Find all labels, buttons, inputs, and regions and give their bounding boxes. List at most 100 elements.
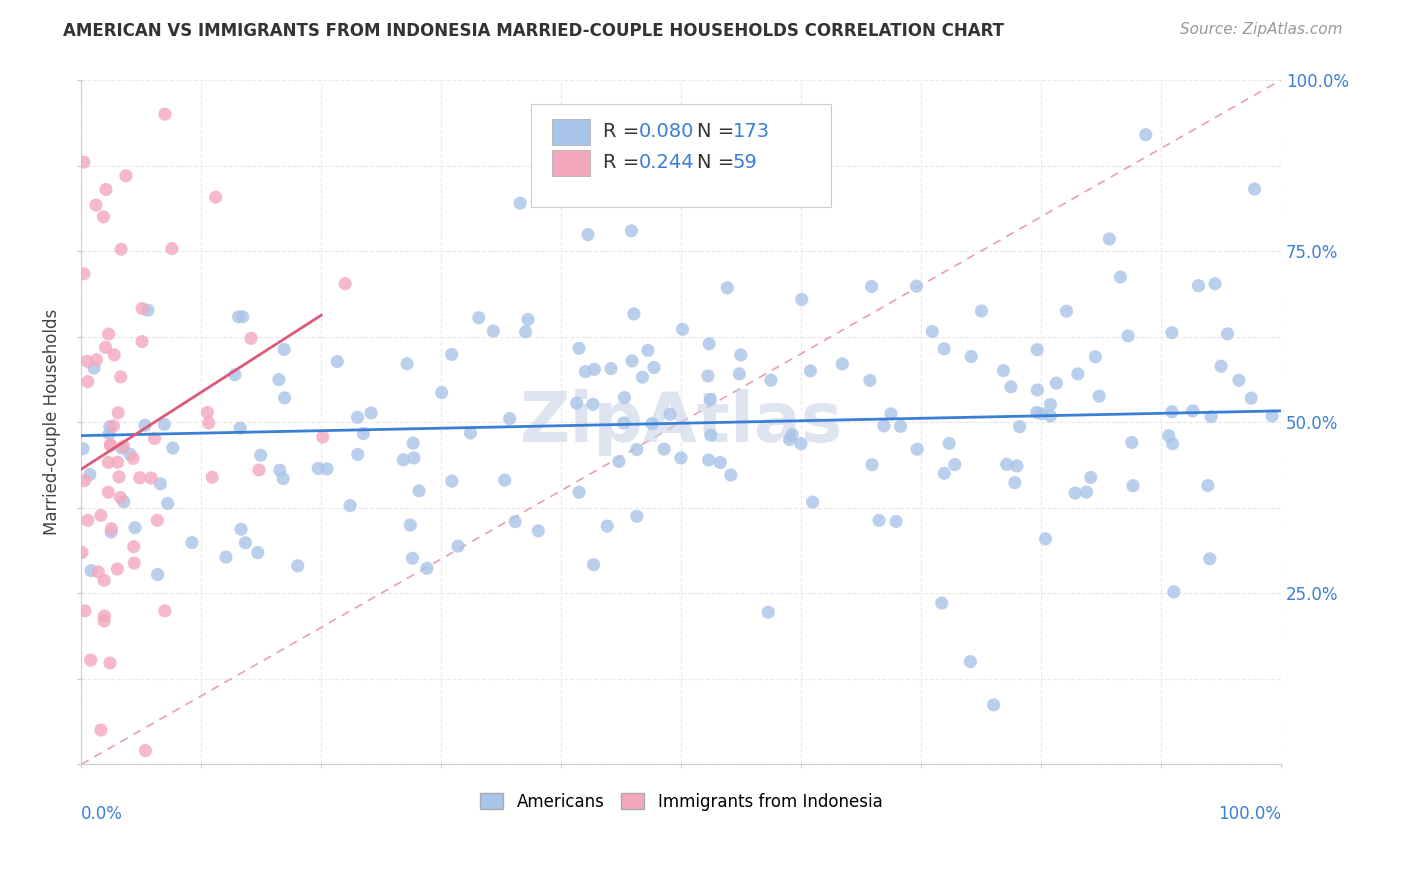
Point bbox=[229, 522, 252, 536]
Point bbox=[1039, 409, 1062, 423]
Point bbox=[643, 360, 665, 375]
Point bbox=[100, 438, 122, 452]
Point bbox=[229, 421, 252, 435]
Point bbox=[623, 307, 645, 321]
Point bbox=[72, 442, 94, 456]
Point bbox=[596, 519, 619, 533]
Point bbox=[1116, 329, 1139, 343]
Point bbox=[659, 407, 682, 421]
Point bbox=[983, 698, 1005, 712]
Point bbox=[112, 440, 135, 454]
Point bbox=[139, 471, 162, 485]
Point bbox=[884, 515, 907, 529]
Point bbox=[160, 242, 183, 256]
Point bbox=[201, 470, 224, 484]
Point bbox=[136, 303, 159, 318]
Point bbox=[621, 354, 644, 368]
Point bbox=[716, 281, 738, 295]
Point bbox=[87, 565, 110, 579]
Point bbox=[271, 472, 294, 486]
Point bbox=[582, 558, 605, 572]
Point bbox=[73, 474, 96, 488]
Point bbox=[1098, 232, 1121, 246]
Point bbox=[728, 367, 751, 381]
Point bbox=[76, 513, 98, 527]
Point bbox=[94, 340, 117, 354]
Point bbox=[1161, 405, 1184, 419]
Point bbox=[1261, 409, 1284, 423]
Point bbox=[110, 242, 132, 256]
Point bbox=[1135, 128, 1157, 142]
Point bbox=[1080, 470, 1102, 484]
Point bbox=[273, 391, 295, 405]
Point bbox=[153, 417, 176, 432]
Point bbox=[197, 405, 219, 419]
Point bbox=[273, 343, 295, 357]
Point bbox=[76, 354, 98, 368]
Point bbox=[890, 419, 912, 434]
Point bbox=[1084, 350, 1107, 364]
Point bbox=[73, 267, 96, 281]
Point bbox=[122, 451, 145, 466]
Point bbox=[568, 485, 591, 500]
Point bbox=[396, 357, 419, 371]
Text: N =: N = bbox=[697, 122, 740, 141]
Point bbox=[108, 470, 131, 484]
Point bbox=[1181, 404, 1204, 418]
Point bbox=[93, 574, 115, 588]
Point bbox=[440, 347, 463, 361]
Point bbox=[447, 539, 470, 553]
Point bbox=[1031, 407, 1053, 421]
Point bbox=[631, 370, 654, 384]
Point bbox=[70, 545, 93, 559]
Point bbox=[756, 605, 779, 619]
Point bbox=[204, 190, 226, 204]
Y-axis label: Married-couple Households: Married-couple Households bbox=[44, 309, 60, 535]
Text: ZipAtlas: ZipAtlas bbox=[519, 389, 842, 456]
Point bbox=[780, 427, 803, 442]
Point bbox=[100, 524, 122, 539]
Point bbox=[1198, 552, 1220, 566]
Point bbox=[960, 350, 983, 364]
Point bbox=[156, 496, 179, 510]
Point bbox=[247, 463, 270, 477]
Point bbox=[669, 450, 692, 465]
Point bbox=[224, 368, 246, 382]
Point bbox=[118, 447, 141, 461]
Point bbox=[97, 485, 120, 500]
Point bbox=[934, 467, 956, 481]
Point bbox=[162, 441, 184, 455]
Point bbox=[98, 426, 121, 441]
Point bbox=[1161, 436, 1184, 450]
Point bbox=[799, 364, 821, 378]
Point bbox=[613, 416, 636, 430]
Point bbox=[153, 604, 176, 618]
Point bbox=[637, 343, 659, 358]
Text: R =: R = bbox=[603, 122, 645, 141]
Point bbox=[339, 499, 361, 513]
Point bbox=[269, 463, 291, 477]
Point bbox=[613, 391, 636, 405]
Point bbox=[1163, 585, 1185, 599]
Point bbox=[153, 107, 176, 121]
Point bbox=[98, 438, 121, 452]
Point bbox=[115, 169, 138, 183]
Point bbox=[90, 723, 112, 737]
Point bbox=[143, 432, 166, 446]
Point bbox=[460, 425, 482, 440]
Point bbox=[146, 513, 169, 527]
Point bbox=[287, 558, 309, 573]
Point bbox=[1004, 475, 1026, 490]
Point bbox=[215, 550, 238, 565]
Point bbox=[399, 518, 422, 533]
Point bbox=[197, 416, 219, 430]
Point bbox=[83, 361, 105, 376]
Point bbox=[859, 373, 882, 387]
Point bbox=[392, 453, 415, 467]
Point bbox=[1035, 532, 1057, 546]
Point bbox=[641, 417, 664, 431]
FancyBboxPatch shape bbox=[531, 104, 831, 207]
Point bbox=[73, 604, 96, 618]
Point bbox=[583, 362, 606, 376]
Point bbox=[652, 442, 675, 456]
